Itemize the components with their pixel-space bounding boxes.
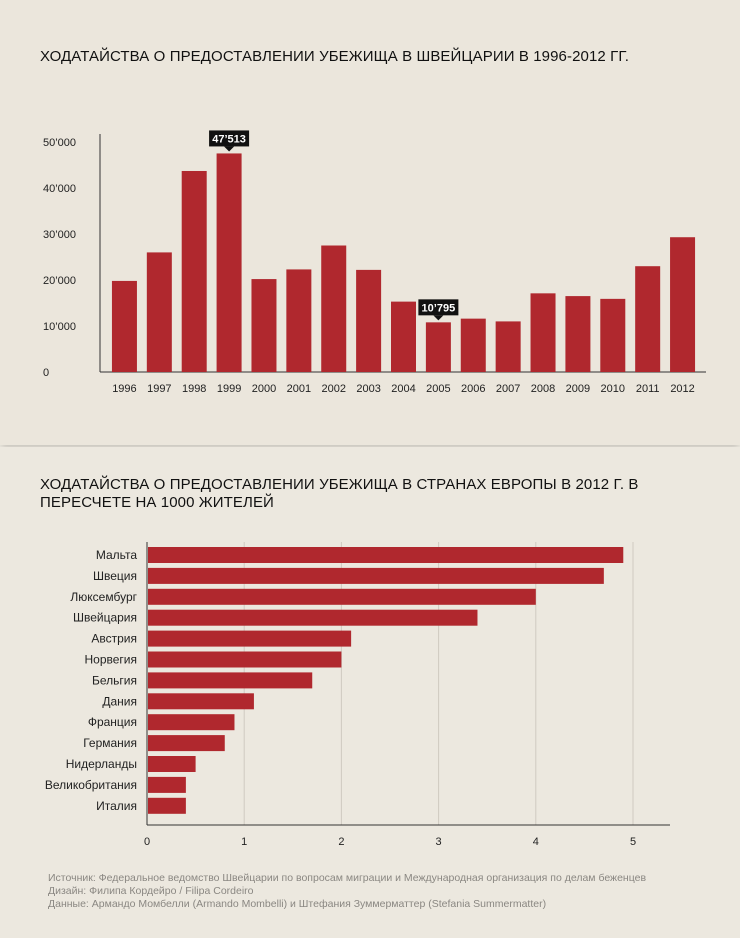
category-label: Нидерланды: [66, 757, 137, 771]
x-tick-label: 2000: [252, 383, 276, 395]
callout-box: [209, 130, 250, 147]
bar-2001: [286, 269, 312, 372]
x-tick-label: 1: [241, 836, 247, 848]
x-tick-label: 2008: [531, 383, 555, 395]
y-tick-label: 50’000: [43, 137, 76, 149]
x-tick-label: 2006: [461, 383, 485, 395]
footer-data: Данные: Армандо Момбелли (Armando Mombel…: [48, 898, 547, 910]
bar-2006: [460, 318, 486, 372]
y-tick-label: 40’000: [43, 183, 76, 195]
bar-8: [148, 693, 254, 710]
bar-12: [148, 776, 186, 793]
category-label: Дания: [102, 694, 137, 708]
callout-1999: 47’513: [209, 130, 250, 152]
bar-1998: [181, 170, 207, 372]
x-tick-label: 1997: [147, 383, 171, 395]
y-tick-label: 20’000: [43, 275, 76, 287]
category-label: Великобритания: [45, 778, 137, 792]
x-tick-label: 0: [144, 836, 150, 848]
y-tick-label: 0: [43, 367, 49, 379]
x-tick-label: 1996: [112, 383, 136, 395]
x-tick-label: 2: [338, 836, 344, 848]
y-tick-label: 10’000: [43, 321, 76, 333]
bar-13: [148, 797, 186, 814]
x-tick-label: 2011: [636, 383, 660, 395]
callout-pointer: [433, 315, 444, 321]
x-tick-label: 2001: [287, 383, 311, 395]
bar-6: [148, 651, 342, 668]
x-tick-label: 1998: [182, 383, 206, 395]
x-tick-label: 2003: [356, 383, 380, 395]
x-tick-label: 2010: [601, 383, 625, 395]
category-label: Франция: [88, 715, 137, 729]
category-label: Норвегия: [84, 653, 137, 667]
footer-design: Дизайн: Филипа Кордейро / Filipa Cordeir…: [48, 885, 254, 897]
bar-11: [148, 756, 196, 772]
bar-2005: [425, 322, 451, 372]
bar-1999: [216, 153, 242, 372]
x-tick-label: 2004: [391, 383, 415, 395]
x-tick-label: 2012: [670, 383, 694, 395]
bar-2: [148, 567, 604, 584]
category-label: Мальта: [96, 548, 137, 562]
category-label: Германия: [83, 736, 137, 750]
x-tick-label: 2009: [566, 383, 590, 395]
x-tick-label: 1999: [217, 383, 241, 395]
bar-2011: [635, 266, 661, 372]
chart-title-switzerland: ХОДАТАЙСТВА О ПРЕДОСТАВЛЕНИИ УБЕЖИЩА В Ш…: [40, 48, 630, 65]
bar-2004: [391, 301, 416, 372]
bar-1996: [111, 280, 137, 372]
bar-2010: [600, 298, 626, 372]
bar-1: [148, 547, 624, 563]
bar-2002: [321, 245, 347, 372]
x-tick-label: 3: [436, 836, 442, 848]
x-tick-label: 4: [533, 836, 539, 848]
bar-9: [148, 714, 235, 731]
bar-1997: [146, 252, 172, 372]
bar-2007: [495, 321, 521, 372]
category-label: Люксембург: [70, 590, 137, 604]
category-label: Швеция: [93, 569, 137, 583]
bar-3: [148, 588, 536, 605]
x-tick-label: 5: [630, 836, 636, 848]
callout-label: 47’513: [212, 133, 246, 145]
category-label: Швейцария: [73, 611, 137, 625]
bar-5: [148, 630, 352, 647]
chart-panel-bottom: [0, 447, 740, 938]
x-tick-label: 2002: [321, 383, 345, 395]
callout-box: [418, 299, 459, 316]
bar-7: [148, 672, 313, 689]
x-tick-label: 2007: [496, 383, 520, 395]
bar-10: [148, 735, 225, 752]
bar-2000: [251, 279, 277, 372]
y-tick-label: 30’000: [43, 229, 76, 241]
category-label: Бельгия: [92, 673, 137, 687]
bar-2003: [356, 269, 382, 372]
asylum-switzerland-bar-chart: 0 10’000 20’000 30’000 40’000 50’000 1996 1997 1…: [43, 130, 706, 395]
bar-2008: [530, 293, 556, 372]
callout-pointer: [224, 146, 235, 152]
footer-credits: Источник: Федеральное ведомство Швейцари…: [48, 872, 718, 911]
bar-2009: [565, 296, 591, 372]
x-tick-label: 2005: [426, 383, 450, 395]
category-label: Австрия: [91, 632, 137, 646]
bar-4: [148, 609, 478, 626]
footer-source: Источник: Федеральное ведомство Швейцари…: [48, 872, 647, 884]
bar-2012: [670, 237, 696, 372]
chart-title-europe: ХОДАТАЙСТВА О ПРЕДОСТАВЛЕНИИ УБЕЖИЩА В С…: [40, 476, 639, 511]
category-label: Италия: [96, 799, 137, 813]
callout-2005: 10’795: [418, 299, 459, 321]
callout-label: 10’795: [422, 302, 456, 314]
